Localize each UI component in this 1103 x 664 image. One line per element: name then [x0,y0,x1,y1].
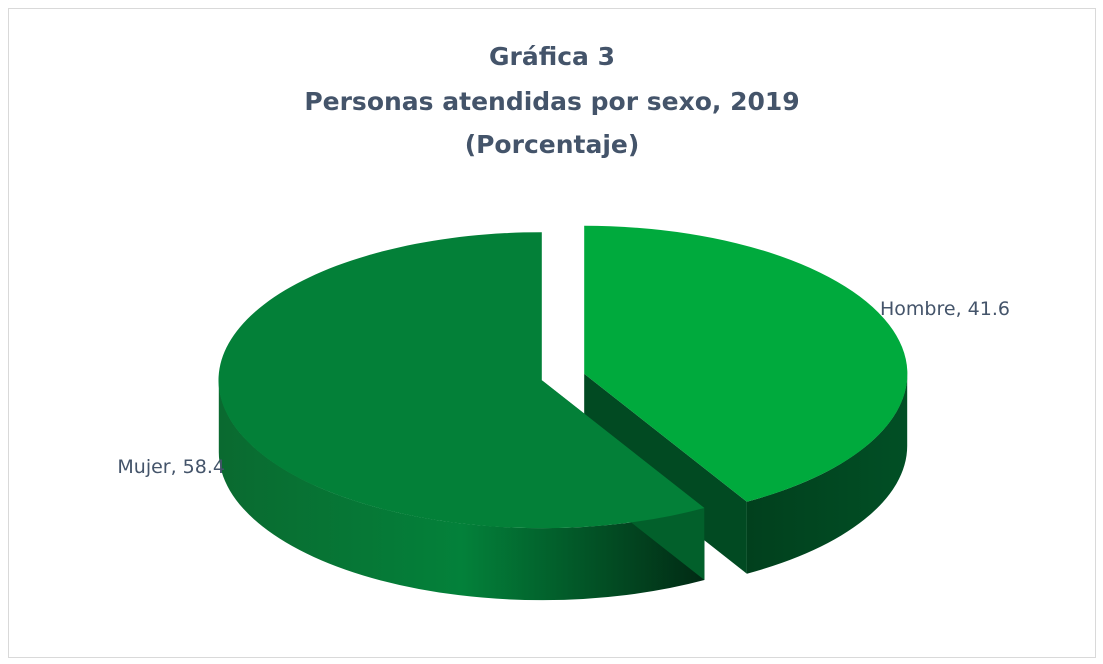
pie-slice-face-hombre-1 [584,373,747,574]
pie-slice-side-mujer [218,380,705,601]
chart-title-line-1: Gráfica 3 [488,42,616,71]
pie-slice-hombre [584,225,908,502]
chart-title-line-3: (Porcentaje) [464,130,640,159]
chart-title-line-2: Personas atendidas por sexo, 2019 [304,87,800,116]
pie-slice-mujer [218,232,705,529]
data-label-mujer: Mujer, 58.4 [117,456,225,478]
data-label-hombre: Hombre, 41.6 [880,298,1010,320]
pie-slice-side-hombre [746,373,908,574]
